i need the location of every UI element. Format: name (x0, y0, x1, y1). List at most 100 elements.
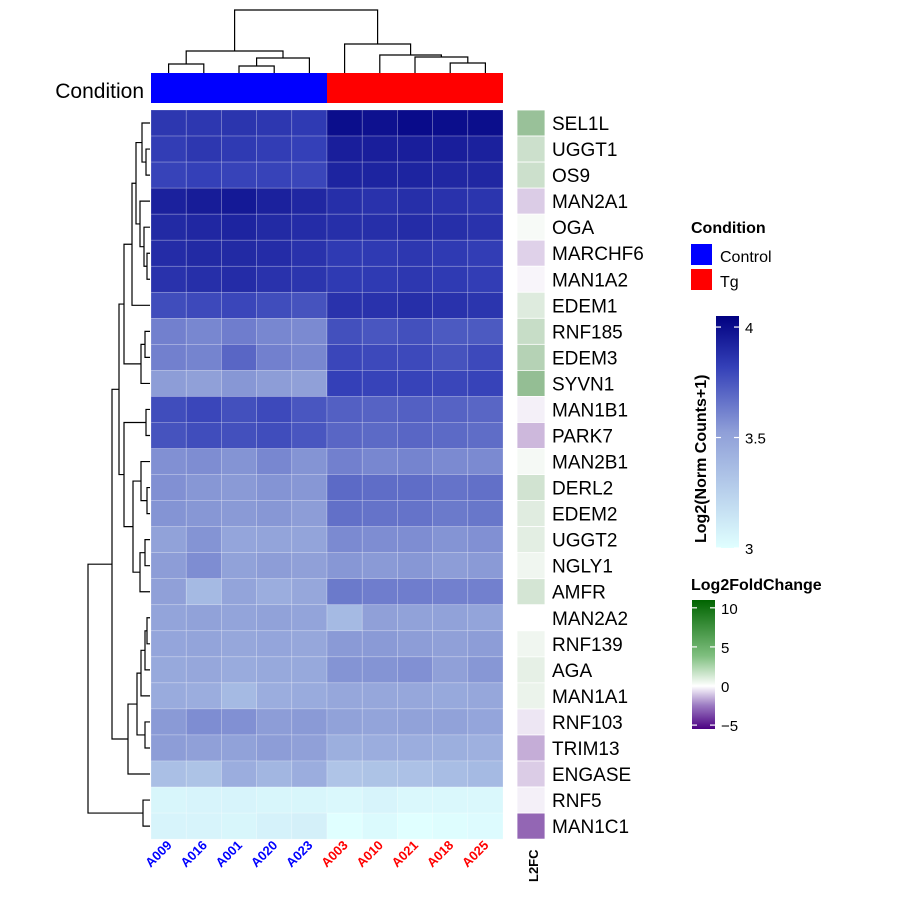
l2fc-legend: Log2FoldChange 10 5 0 −5 (691, 577, 822, 735)
heatmap-cell (185, 448, 222, 475)
sample-label: A001 (213, 838, 246, 871)
l2fc-cell (516, 213, 546, 241)
l2fc-cell (516, 265, 546, 293)
sample-label: A018 (424, 838, 457, 871)
annotation-segment (151, 73, 327, 103)
heatmap-cell (291, 630, 328, 658)
heatmap-cell (291, 161, 328, 189)
heatmap-cell (326, 213, 363, 241)
gene-label: OS9 (552, 166, 590, 187)
heatmap-cell (397, 500, 433, 527)
heatmap-cell (256, 265, 293, 293)
gene-label: MAN1A2 (552, 270, 628, 291)
color-bar-tick-label: 3 (745, 541, 753, 558)
color-bar-tick-label: 4 (745, 320, 753, 337)
l2fc-cell (516, 396, 546, 423)
heatmap-cell (221, 265, 257, 293)
heatmap-cell (432, 318, 469, 345)
heatmap-cell (185, 630, 222, 658)
heatmap-cell (432, 734, 469, 762)
heatmap-cell (326, 760, 363, 788)
heatmap-cell (221, 318, 257, 345)
heatmap-cell (221, 812, 257, 840)
heatmap-cell (467, 344, 504, 371)
heatmap-cell (432, 786, 469, 814)
heatmap-cell (467, 187, 504, 215)
heatmap-cell (361, 682, 398, 710)
heatmap-cell (150, 161, 187, 189)
heatmap-cell (185, 500, 222, 527)
heatmap-cell (291, 526, 328, 553)
heatmap-cell (291, 135, 328, 163)
dendrogram-branch (145, 408, 150, 437)
gene-label: PARK7 (552, 427, 613, 448)
sample-label: A016 (177, 838, 210, 871)
dendrogram-branch (146, 617, 150, 645)
heatmap-cell (432, 604, 469, 632)
heatmap-cell (432, 448, 469, 475)
heatmap-cell (150, 604, 187, 632)
heatmap-cell (326, 578, 363, 606)
heatmap-cell (467, 656, 504, 684)
heatmap-cell (221, 656, 257, 684)
l2fc-cell (516, 161, 546, 189)
annotation-segment (327, 73, 503, 103)
heatmap-cell (185, 708, 222, 736)
heatmap-cells (150, 109, 504, 840)
sample-label: A010 (353, 838, 386, 871)
heatmap-cell (467, 682, 504, 710)
heatmap-cell (150, 526, 187, 553)
heatmap-cell (256, 812, 293, 840)
heatmap-cell (326, 135, 363, 163)
heatmap-cell (291, 239, 328, 267)
heatmap-cell (256, 760, 293, 788)
heatmap-cell (361, 396, 398, 423)
heatmap-cell (221, 422, 257, 449)
heatmap-cell (150, 760, 187, 788)
heatmap-cell (361, 318, 398, 345)
gene-labels: SEL1L UGGT1 OS9 MAN2A1 OGA MARCHF6 MAN1A2 EDEM1… (552, 114, 644, 838)
heatmap-cell (432, 370, 469, 397)
heatmap-cell (150, 265, 187, 293)
heatmap-cell (291, 370, 328, 397)
heatmap-cell (256, 708, 293, 736)
l2fc-column (516, 109, 546, 840)
heatmap-cell (256, 552, 293, 580)
heatmap-cell (291, 734, 328, 762)
heatmap-cell (221, 291, 257, 319)
gene-label: MAN1B1 (552, 400, 628, 421)
heatmap-cell (256, 682, 293, 710)
heatmap-cell (256, 734, 293, 762)
heatmap-cell (467, 161, 504, 189)
dendrogram-branch (127, 703, 150, 775)
heatmap-cell (397, 422, 433, 449)
legend-swatch (691, 269, 712, 290)
heatmap-cell (150, 135, 187, 163)
heatmap-cell (467, 265, 504, 293)
l2fc-cell (516, 135, 546, 163)
heatmap-cell (221, 396, 257, 423)
heatmap-cell (291, 448, 328, 475)
heatmap-cell (467, 396, 504, 423)
gene-label: SYVN1 (552, 374, 614, 395)
heatmap-cell (221, 760, 257, 788)
heatmap-cell (326, 656, 363, 684)
gene-label: SEL1L (552, 114, 609, 135)
heatmap-cell (467, 318, 504, 345)
heatmap-cell (361, 161, 398, 189)
heatmap-cell (221, 187, 257, 215)
heatmap-cell (397, 682, 433, 710)
l2fc-cell (516, 682, 546, 710)
heatmap-cell (291, 213, 328, 241)
heatmap-cell (221, 474, 257, 501)
sample-labels: A009 A016 A001 A020 A023 A003 A010 A021 A018 A025 (142, 838, 491, 871)
heatmap-cell (150, 239, 187, 267)
heatmap-cell (326, 630, 363, 658)
heatmap-cell (432, 396, 469, 423)
heatmap-cell (467, 812, 504, 840)
heatmap-cell (150, 812, 187, 840)
condition-legend: Condition Control Tg (691, 220, 772, 291)
dendrogram-branch (238, 65, 275, 73)
heatmap-cell (326, 448, 363, 475)
